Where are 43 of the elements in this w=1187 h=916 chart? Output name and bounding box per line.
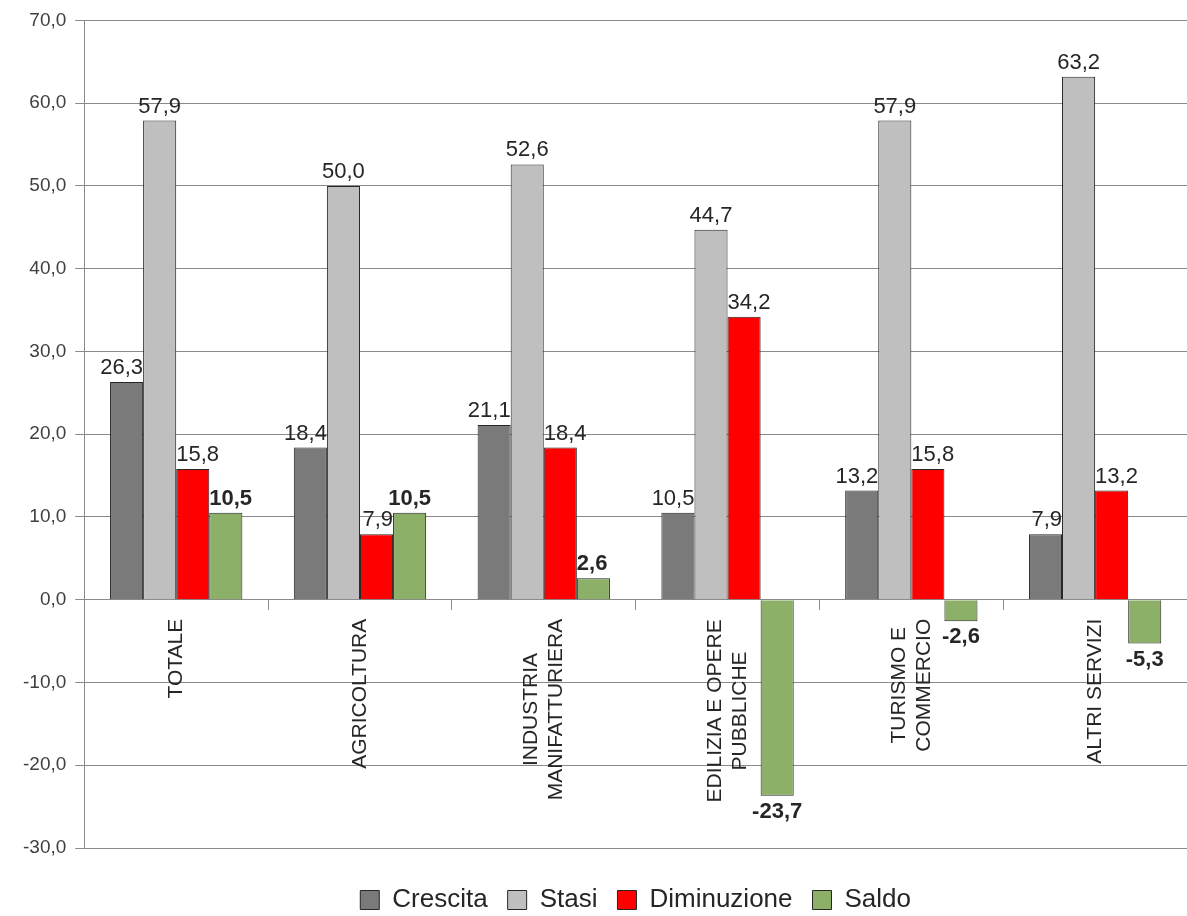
y-tick-label: -30,0 bbox=[22, 836, 67, 858]
legend-label: Saldo bbox=[844, 883, 912, 914]
y-tick-label: 70,0 bbox=[29, 8, 67, 30]
x-tick-label: AGRICOLTURA bbox=[346, 618, 370, 769]
y-tick-label: 20,0 bbox=[29, 422, 67, 444]
y-tick-label: 50,0 bbox=[29, 174, 67, 196]
y-tick-label: 40,0 bbox=[29, 256, 67, 278]
y-tick-label: 30,0 bbox=[29, 339, 67, 361]
data-label: 2,6 bbox=[576, 550, 608, 576]
data-label: 7,9 bbox=[1031, 506, 1063, 532]
data-label: 10,5 bbox=[651, 484, 695, 510]
data-label: 21,1 bbox=[467, 397, 511, 423]
data-label: 57,9 bbox=[138, 92, 182, 118]
x-tick-label: INDUSTRIA MANIFATTURIERA bbox=[518, 618, 567, 801]
data-label: -5,3 bbox=[1125, 645, 1164, 671]
legend-label: Diminuzione bbox=[649, 883, 793, 914]
legend-label: Stasi bbox=[539, 883, 598, 914]
y-tick-label: -20,0 bbox=[22, 753, 67, 775]
data-label: 18,4 bbox=[284, 419, 327, 445]
y-tick-label: 0,0 bbox=[39, 587, 67, 609]
data-label: 10,5 bbox=[209, 484, 253, 510]
data-label: -23,7 bbox=[752, 797, 803, 823]
x-tick-label: ALTRI SERVIZI bbox=[1081, 618, 1105, 764]
legend-label: Crescita bbox=[392, 883, 489, 914]
y-tick-label: 10,0 bbox=[29, 505, 67, 527]
x-tick-label: TOTALE bbox=[162, 618, 186, 699]
data-label: -2,6 bbox=[941, 623, 980, 649]
data-label: 26,3 bbox=[100, 354, 144, 380]
data-label: 18,4 bbox=[543, 419, 587, 445]
data-label: 13,2 bbox=[835, 462, 879, 488]
data-label: 15,8 bbox=[176, 441, 220, 467]
data-label: 50,0 bbox=[322, 157, 365, 183]
y-tick-label: -10,0 bbox=[22, 670, 67, 692]
y-tick-label: 60,0 bbox=[29, 91, 67, 113]
data-label: 57,9 bbox=[873, 92, 917, 118]
data-label: 13,2 bbox=[1095, 462, 1138, 488]
x-tick-label: TURISMO E COMMERCIO bbox=[885, 618, 934, 752]
data-label: 63,2 bbox=[1057, 48, 1100, 74]
x-tick-label: EDILIZIA E OPERE PUBBLICHE bbox=[701, 619, 750, 803]
data-label: 44,7 bbox=[689, 201, 733, 227]
data-label: 34,2 bbox=[727, 288, 771, 314]
data-label: 15,8 bbox=[911, 441, 955, 467]
data-label: 52,6 bbox=[505, 136, 549, 162]
